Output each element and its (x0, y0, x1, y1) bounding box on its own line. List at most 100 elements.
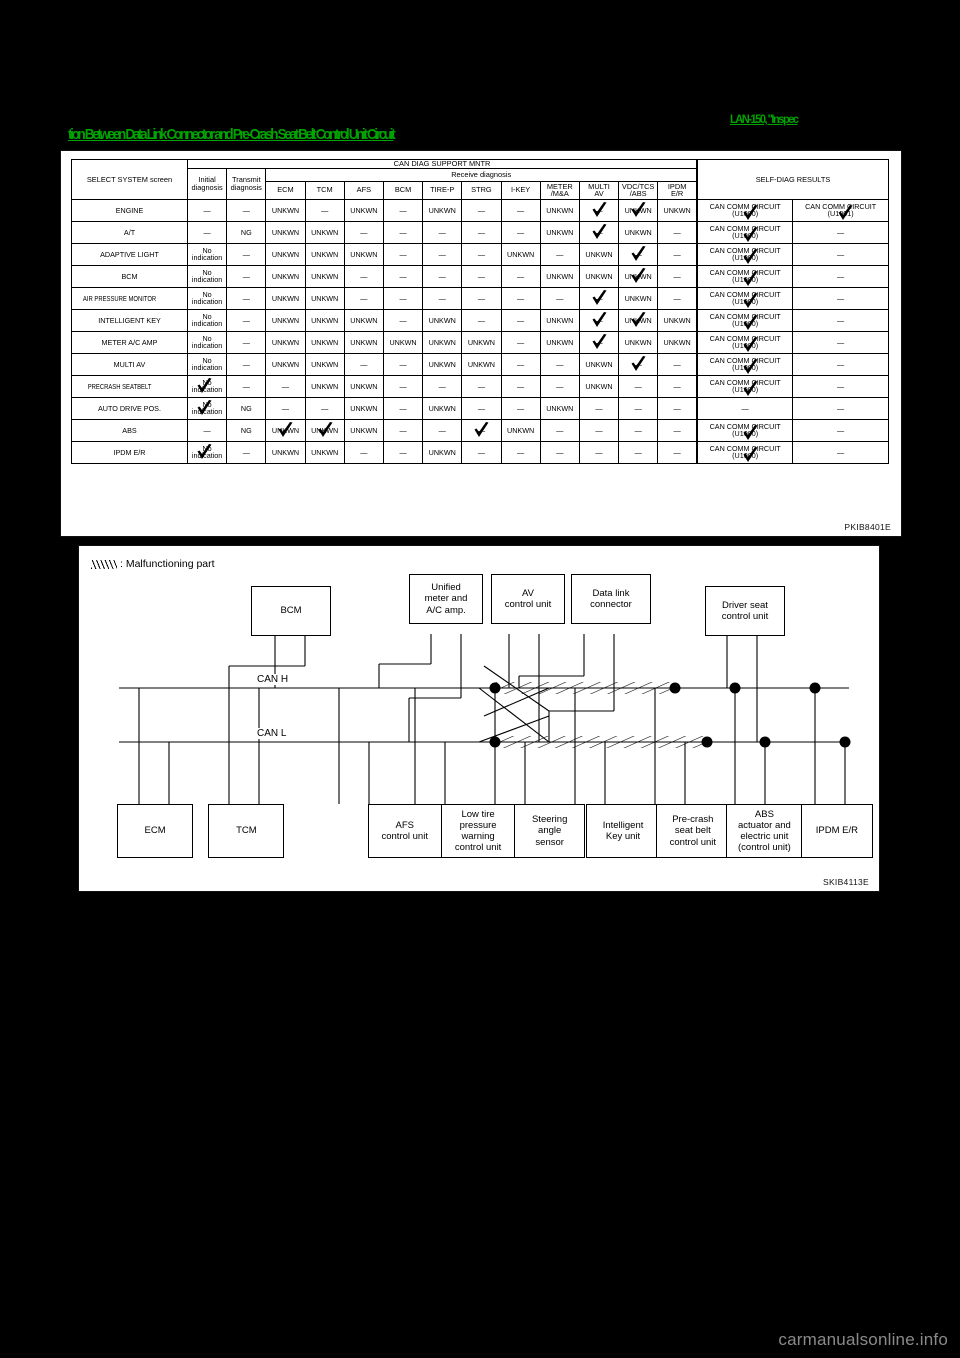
system-name-cell: BCM (71, 264, 188, 288)
self-diag-result-cell: — (792, 374, 889, 398)
self-diag-result-cell: CAN COMM CIRCUIT (U1001) (792, 198, 889, 222)
receive-diagnosis-cell: — (382, 220, 424, 244)
receive-diagnosis-cell: — (382, 440, 424, 464)
receive-diagnosis-cell: — (265, 396, 306, 420)
receive-diagnosis-cell: — (382, 352, 424, 376)
handwritten-check-icon (742, 314, 759, 333)
header-receive-afs: AFS (343, 180, 384, 200)
receive-diagnosis-cell: — (657, 374, 698, 398)
initial-diagnosis-cell: No indication (186, 286, 228, 310)
cross-reference-link[interactable]: LAN-150, "Inspec (730, 112, 799, 126)
receive-diagnosis-cell: — (578, 198, 620, 222)
initial-diagnosis-cell: No indication (186, 352, 228, 376)
receive-diagnosis-cell: — (578, 308, 620, 332)
receive-diagnosis-cell: — (422, 418, 463, 442)
system-name-cell: A/T (71, 220, 188, 244)
header-receive-strg: STRG (461, 180, 502, 200)
receive-diagnosis-cell: — (422, 220, 463, 244)
header-initial-diagnosis: Initial diagnosis (186, 167, 228, 200)
node-tcm: TCM (208, 804, 285, 858)
receive-diagnosis-cell: UNKWN (304, 286, 345, 310)
receive-diagnosis-cell: UNKWN (304, 374, 345, 398)
initial-diagnosis-cell: — (186, 198, 228, 222)
self-diag-result-cell: — (792, 264, 889, 288)
receive-diagnosis-cell: — (304, 198, 345, 222)
table-row: AUTO DRIVE POS. No indication NG — — UNKWN — UNK… (71, 396, 889, 420)
receive-diagnosis-cell: UNKWN (422, 440, 463, 464)
site-watermark: carmanualsonline.info (778, 1330, 948, 1349)
diagram-figure-id: SKIB4113E (822, 877, 869, 887)
receive-diagnosis-cell: — (539, 242, 580, 266)
receive-diagnosis-cell: — (382, 374, 424, 398)
transmit-diagnosis-cell: — (226, 198, 267, 222)
node-label: AFS control unit (381, 819, 428, 842)
self-diag-result-cell: — (792, 418, 889, 442)
node-pre-crash-seat-belt: Pre-crash seat belt control unit (655, 804, 730, 858)
receive-diagnosis-cell: — (618, 396, 659, 420)
handwritten-check-icon (630, 355, 647, 374)
node-intelligent-key-unit: Intelligent Key unit (586, 804, 661, 858)
legend-label: : Malfunctioning part (120, 558, 215, 570)
table-row: MULTI AV No indication — UNKWN UNKWN — — UNKWN UN… (71, 352, 889, 376)
node-low-tire-pressure: Low tire pressure warning control unit (441, 804, 516, 858)
table-row: IPDM E/R No indication — UNKWN UNKWN — — UNKWN — —… (71, 440, 889, 464)
malfunction-hatch-can-h (495, 682, 675, 694)
handwritten-check-icon (196, 443, 213, 462)
receive-diagnosis-cell: — (382, 308, 424, 332)
table-figure-id: PKIB8401E (844, 522, 891, 532)
handwritten-check-icon (591, 223, 608, 242)
self-diag-result-cell: CAN COMM CIRCUIT (U1000) (696, 374, 794, 398)
receive-diagnosis-cell: — (618, 418, 659, 442)
can-diag-table: SELECT SYSTEM screen CAN DIAG SUPPORT MNT… (71, 159, 889, 464)
handwritten-check-icon (473, 421, 490, 440)
self-diag-result-cell: — (792, 220, 889, 244)
initial-diagnosis-cell: No indication (186, 264, 228, 288)
receive-diagnosis-cell: UNKWN (304, 440, 345, 464)
transmit-diagnosis-cell: — (226, 352, 267, 376)
receive-diagnosis-cell: — (500, 220, 541, 244)
receive-diagnosis-cell: UNKWN (343, 396, 384, 420)
receive-diagnosis-cell: — (657, 396, 698, 420)
receive-diagnosis-cell: UNKWN (539, 396, 580, 420)
receive-diagnosis-cell: UNKWN (618, 198, 659, 222)
transmit-diagnosis-cell: — (226, 330, 267, 354)
receive-diagnosis-cell: UNKWN (422, 352, 463, 376)
table-row: AIR PRESSURE MONITOR No indication — UNKWN UN… (71, 286, 889, 310)
receive-diagnosis-cell: UNKWN (343, 374, 384, 398)
receive-diagnosis-cell: UNKWN (657, 308, 698, 332)
node-abs-actuator: ABS actuator and electric unit (control uni… (725, 804, 804, 858)
initial-diagnosis-cell: — (186, 220, 228, 244)
can-h-label: CAN H (255, 674, 291, 685)
receive-diagnosis-cell: — (461, 396, 502, 420)
receive-diagnosis-cell: — (382, 264, 424, 288)
receive-diagnosis-cell: UNKWN (304, 242, 345, 266)
handwritten-check-icon (630, 311, 647, 330)
receive-diagnosis-cell: UNKWN (343, 242, 384, 266)
receive-diagnosis-cell: — (461, 374, 502, 398)
receive-diagnosis-cell: UNKWN (539, 264, 580, 288)
transmit-diagnosis-cell: — (226, 286, 267, 310)
receive-diagnosis-cell: UNKWN (618, 264, 659, 288)
transmit-diagnosis-cell: NG (226, 418, 267, 442)
receive-diagnosis-cell: — (578, 220, 620, 244)
node-bcm: BCM (251, 586, 331, 636)
receive-diagnosis-cell: — (618, 374, 659, 398)
transmit-diagnosis-cell: — (226, 440, 267, 464)
malfunctioning-part-legend: : Malfunctioning part (91, 558, 215, 570)
self-diag-result-cell: — (792, 286, 889, 310)
receive-diagnosis-cell: — (343, 286, 384, 310)
receive-diagnosis-cell: UNKWN (539, 308, 580, 332)
handwritten-check-icon (277, 421, 294, 440)
receive-diagnosis-cell: — (382, 396, 424, 420)
can-diag-support-monitor-figure: SELECT SYSTEM screen CAN DIAG SUPPORT MNT… (60, 150, 902, 537)
self-diag-result-cell: — (792, 308, 889, 332)
receive-diagnosis-cell: — (657, 286, 698, 310)
initial-diagnosis-cell: No indication (186, 330, 228, 354)
receive-diagnosis-cell: — (618, 242, 659, 266)
receive-diagnosis-cell: — (343, 264, 384, 288)
header-receive-tcm: TCM (304, 180, 345, 200)
receive-diagnosis-cell: — (500, 308, 541, 332)
receive-diagnosis-cell: UNKWN (578, 352, 620, 376)
handwritten-check-icon (591, 201, 608, 220)
receive-diagnosis-cell: UNKWN (265, 308, 306, 332)
